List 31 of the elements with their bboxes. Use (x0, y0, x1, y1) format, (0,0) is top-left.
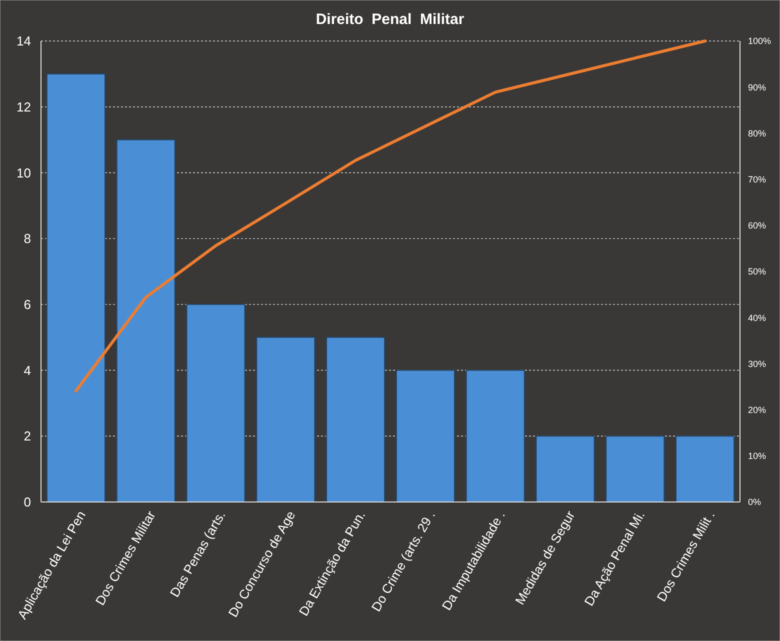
y-tick-label: 10 (16, 165, 31, 180)
y2-tick-label: 60% (748, 220, 766, 231)
bar (256, 336, 316, 502)
y2-tick-label: 0% (748, 497, 762, 508)
y2-tick-label: 10% (748, 451, 766, 462)
y2-tick-label: 20% (748, 404, 766, 415)
bar (606, 436, 665, 502)
y-tick-label: 6 (24, 296, 31, 312)
line-series (74, 40, 707, 392)
bar (46, 73, 106, 502)
bar (536, 436, 595, 502)
chart-title: Direito Penal Militar (316, 11, 464, 28)
y2-tick-label: 80% (748, 128, 766, 138)
bar (676, 436, 735, 502)
y-tick-label: 4 (24, 362, 31, 378)
bar (396, 370, 455, 502)
y-tick-label: 2 (24, 428, 31, 444)
bar (186, 304, 246, 502)
y-tick-label: 12 (16, 99, 31, 114)
y2-tick-label: 90% (748, 82, 766, 92)
y2-tick-label: 70% (748, 174, 766, 184)
bar (116, 139, 176, 502)
y-tick-label: 14 (16, 34, 31, 49)
y2-tick-label: 30% (748, 358, 766, 369)
y2-tick-label: 50% (748, 266, 766, 277)
y2-tick-label: 100% (748, 36, 772, 46)
y-tick-label: 8 (24, 231, 31, 246)
y2-tick-label: 40% (748, 312, 766, 323)
bar (466, 370, 525, 502)
bar (326, 336, 386, 502)
y-tick-label: 0 (24, 494, 31, 510)
